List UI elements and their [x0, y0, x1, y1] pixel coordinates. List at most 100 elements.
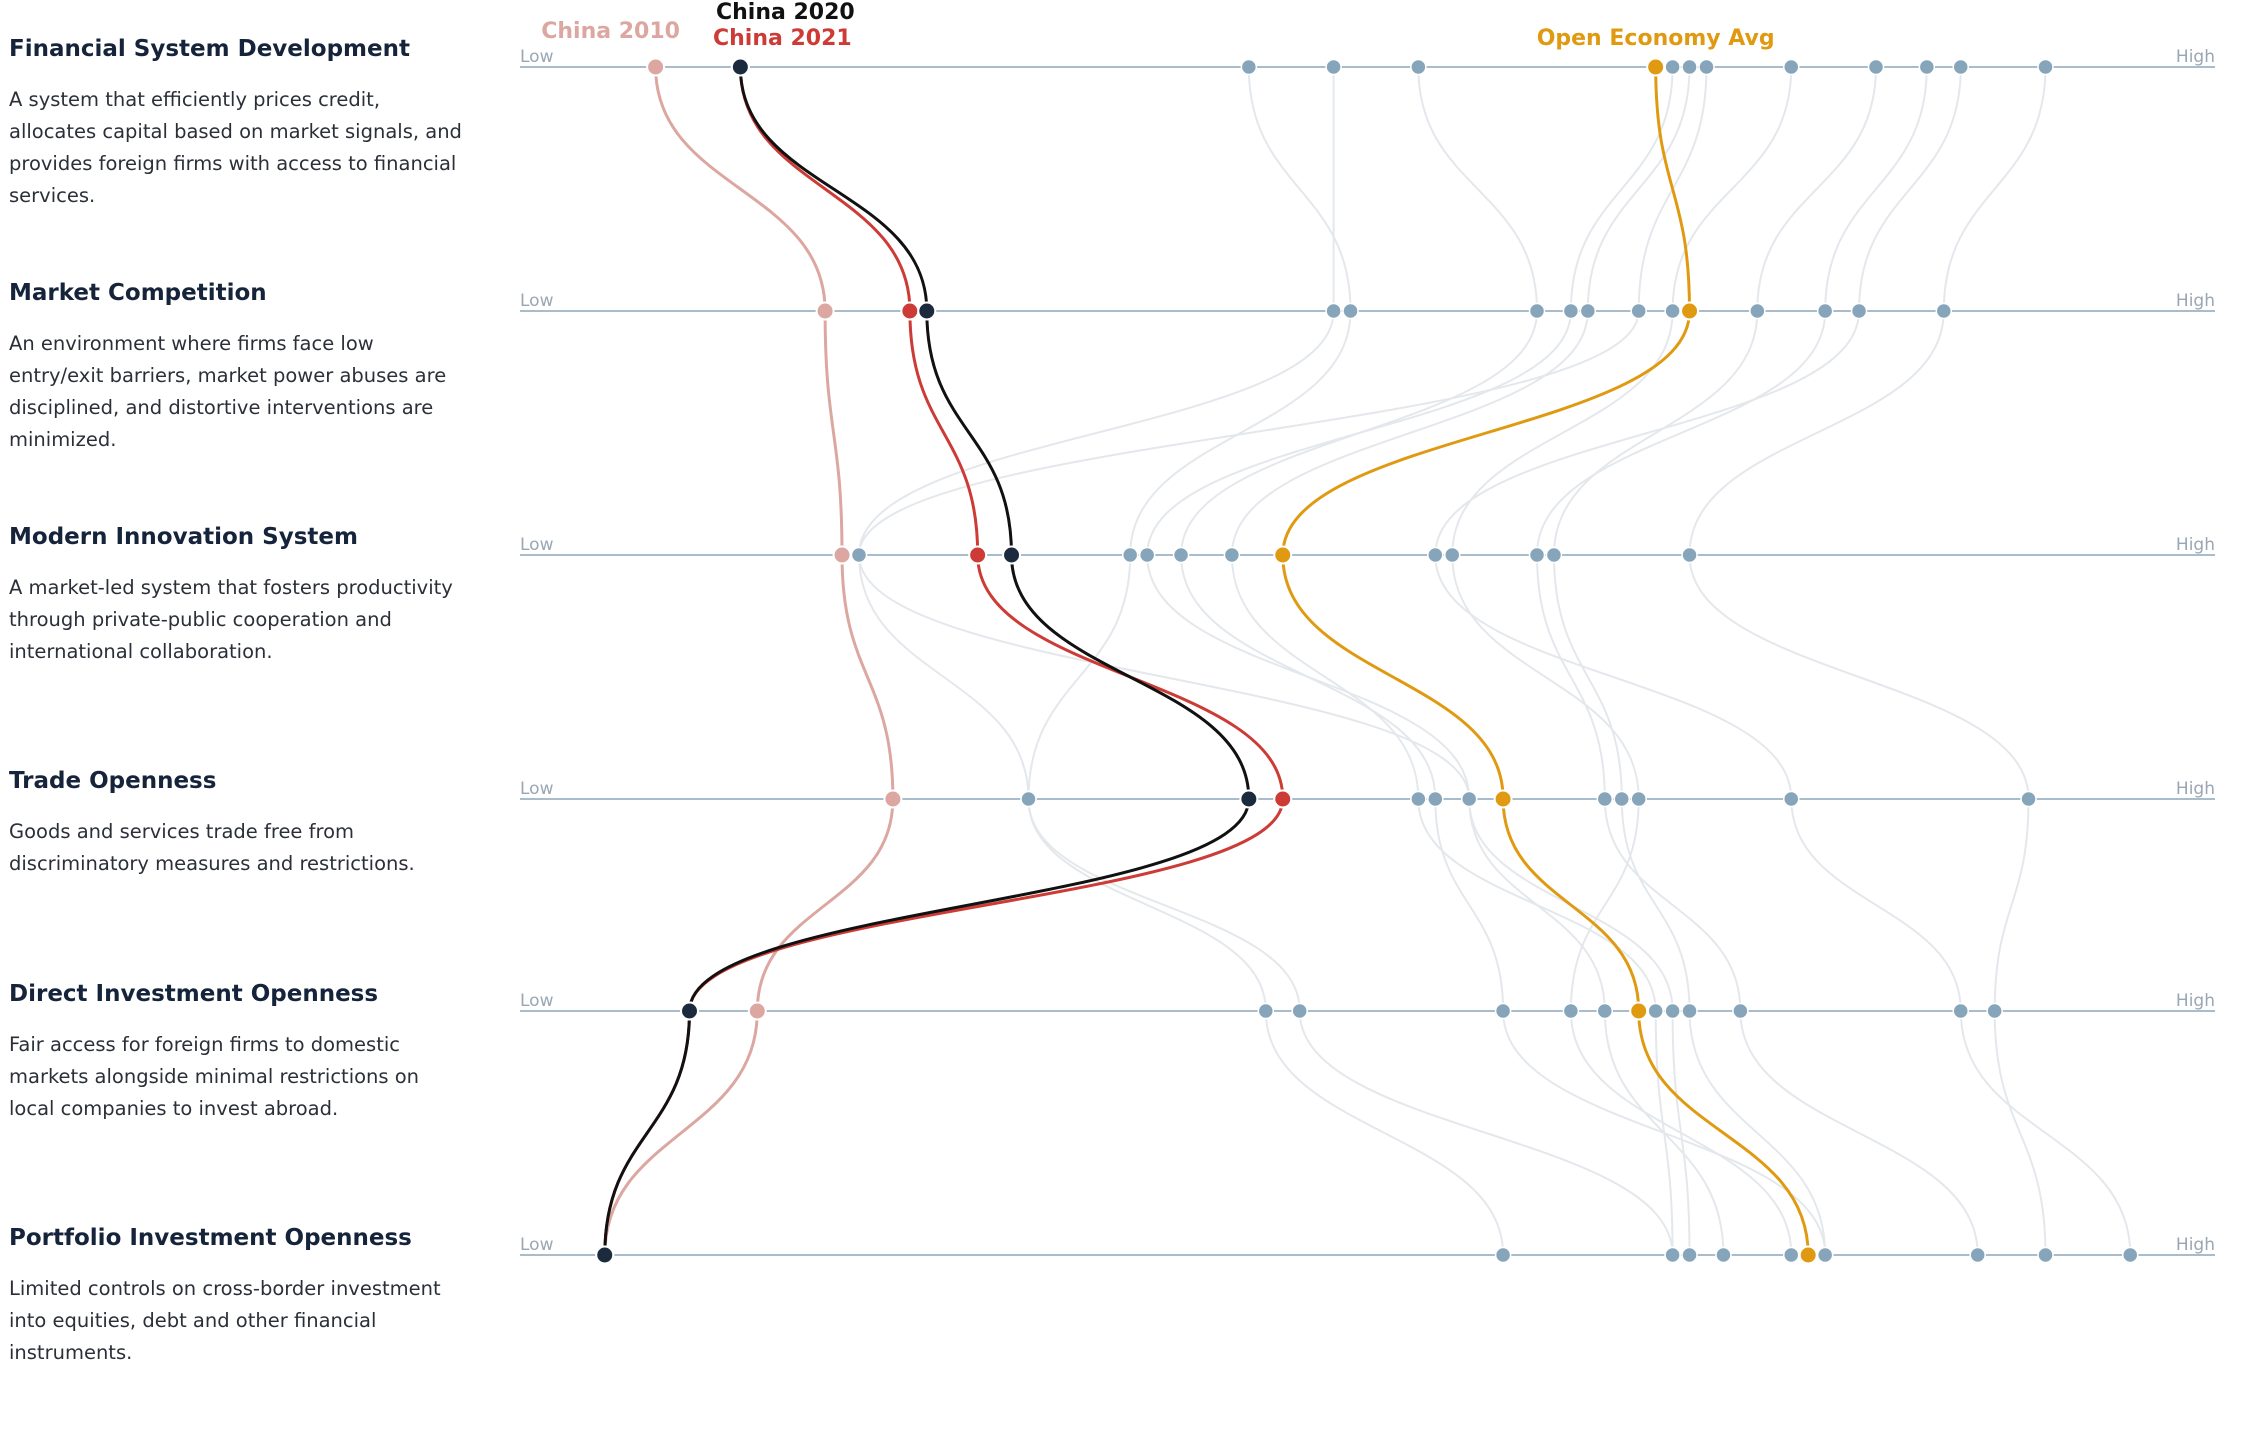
other-economy-point	[1664, 58, 1681, 76]
other-economy-point	[1647, 1002, 1664, 1020]
dimension-description: A market-led system that fosters product…	[9, 576, 453, 663]
series-point-china2020	[917, 301, 937, 321]
series-point-china2021	[900, 301, 920, 321]
other-economy-point	[1986, 1002, 2003, 1020]
other-economy-point	[1613, 790, 1630, 808]
series-line-open_avg	[1281, 66, 1810, 1256]
other-economy-point	[1783, 58, 1800, 76]
dimension-title: Direct Investment Openness	[9, 981, 379, 1007]
dimension-market-competition: Market Competition An environment where …	[9, 280, 469, 456]
other-economy-line	[1434, 66, 2132, 1256]
other-economy-line	[857, 67, 1674, 1256]
series-line-china2021	[603, 66, 1285, 1256]
other-economy-point	[2037, 58, 2054, 76]
other-economy-point	[1427, 546, 1444, 564]
other-economy-point	[1596, 1002, 1614, 1020]
other-economy-point	[1850, 302, 1868, 320]
series-point-open_avg	[1493, 789, 1513, 809]
other-economy-line	[1451, 66, 1793, 1256]
other-economy-point	[1664, 302, 1681, 320]
other-economy-point	[1681, 546, 1698, 564]
axis-high-label: High	[2176, 47, 2215, 67]
axis-high-label: High	[2176, 1235, 2215, 1255]
other-economy-point	[1325, 58, 1342, 76]
other-economy-line	[1230, 66, 1691, 1256]
other-economy-point	[1223, 546, 1241, 564]
series-label-china2010: China 2010	[541, 19, 680, 44]
series-point-china2010	[747, 1001, 767, 1021]
series-point-open_avg	[1680, 301, 1700, 321]
axis-high-label: High	[2176, 535, 2215, 555]
other-economy-point	[1952, 1002, 1969, 1020]
other-economy-point	[1681, 1002, 1698, 1020]
other-economy-line	[1552, 66, 1877, 1256]
other-economy-point	[2020, 790, 2037, 808]
other-economy-line	[1688, 66, 2047, 1256]
other-economy-point	[1630, 790, 1647, 808]
other-economy-point	[1579, 302, 1597, 320]
other-economy-point	[1969, 1246, 1986, 1264]
series-point-china2021	[1273, 789, 1293, 809]
other-economy-point	[1494, 1246, 1512, 1264]
other-economy-point	[1816, 302, 1834, 320]
dimension-title: Trade Openness	[9, 768, 217, 794]
other-economy-point	[1410, 790, 1427, 808]
dimension-title: Modern Innovation System	[9, 524, 358, 550]
other-economy-point	[1952, 58, 1969, 76]
series-line-china2010	[603, 66, 895, 1256]
series-point-china2020	[595, 1245, 615, 1265]
dimension-title: Market Competition	[9, 280, 267, 306]
series-point-china2020	[1239, 789, 1259, 809]
other-economy-point	[1749, 302, 1766, 320]
dimension-description: A system that efficiently prices credit,…	[9, 88, 462, 207]
series-point-open_avg	[1646, 57, 1666, 77]
other-economy-point	[1698, 58, 1715, 76]
series-label-china2020: China 2020	[716, 0, 855, 25]
other-economy-point	[1681, 1246, 1698, 1264]
axis-low-label: Low	[520, 779, 554, 799]
other-economy-point	[1918, 58, 1936, 76]
dimension-description: An environment where firms face low entr…	[9, 332, 447, 451]
other-economy-point	[1444, 546, 1461, 564]
other-economy-point	[1172, 546, 1190, 564]
other-economy-point	[1562, 302, 1580, 320]
axis-low-label: Low	[520, 991, 554, 1011]
series-point-open_avg	[1798, 1245, 1818, 1265]
other-economy-point	[1121, 546, 1139, 564]
other-economy-point	[1783, 1246, 1800, 1264]
other-economy-point	[1325, 302, 1342, 320]
other-economy-point	[2122, 1246, 2139, 1264]
other-economy-point	[1528, 546, 1546, 564]
series-label-china2021: China 2021	[713, 26, 852, 51]
other-economy-point	[1291, 1002, 1308, 1020]
other-economy-point	[1935, 302, 1953, 320]
other-economy-point	[1630, 302, 1647, 320]
other-economy-point	[1427, 790, 1444, 808]
series-point-china2010	[646, 57, 666, 77]
other-economy-line	[1146, 66, 1691, 1256]
series-point-china2010	[815, 301, 835, 321]
series-point-china2021	[968, 545, 988, 565]
other-economy-point	[1545, 546, 1563, 564]
other-economy-point	[1020, 790, 1037, 808]
series-point-open_avg	[1273, 545, 1293, 565]
series-point-china2020	[680, 1001, 699, 1021]
other-economy-line	[1180, 66, 1827, 1256]
other-economy-point	[1240, 58, 1258, 76]
axis-high-label: High	[2176, 291, 2215, 311]
other-economy-point	[1596, 790, 1614, 808]
other-economy-line	[1535, 66, 1979, 1256]
series-line-china2020	[603, 66, 1251, 1256]
axis-low-label: Low	[520, 291, 554, 311]
other-economy-point	[2037, 1246, 2054, 1264]
axis-low-label: Low	[520, 1235, 554, 1255]
other-economy-point	[1562, 1002, 1580, 1020]
other-economy-point	[1342, 302, 1359, 320]
other-economy-point	[1783, 790, 1800, 808]
other-economy-point	[1410, 58, 1427, 76]
dimension-direct-investment: Direct Investment Openness Fair access f…	[9, 981, 469, 1125]
other-economy-point	[1138, 546, 1156, 564]
dimension-description: Limited controls on cross-border investm…	[9, 1277, 441, 1364]
other-economy-point	[1257, 1002, 1275, 1020]
